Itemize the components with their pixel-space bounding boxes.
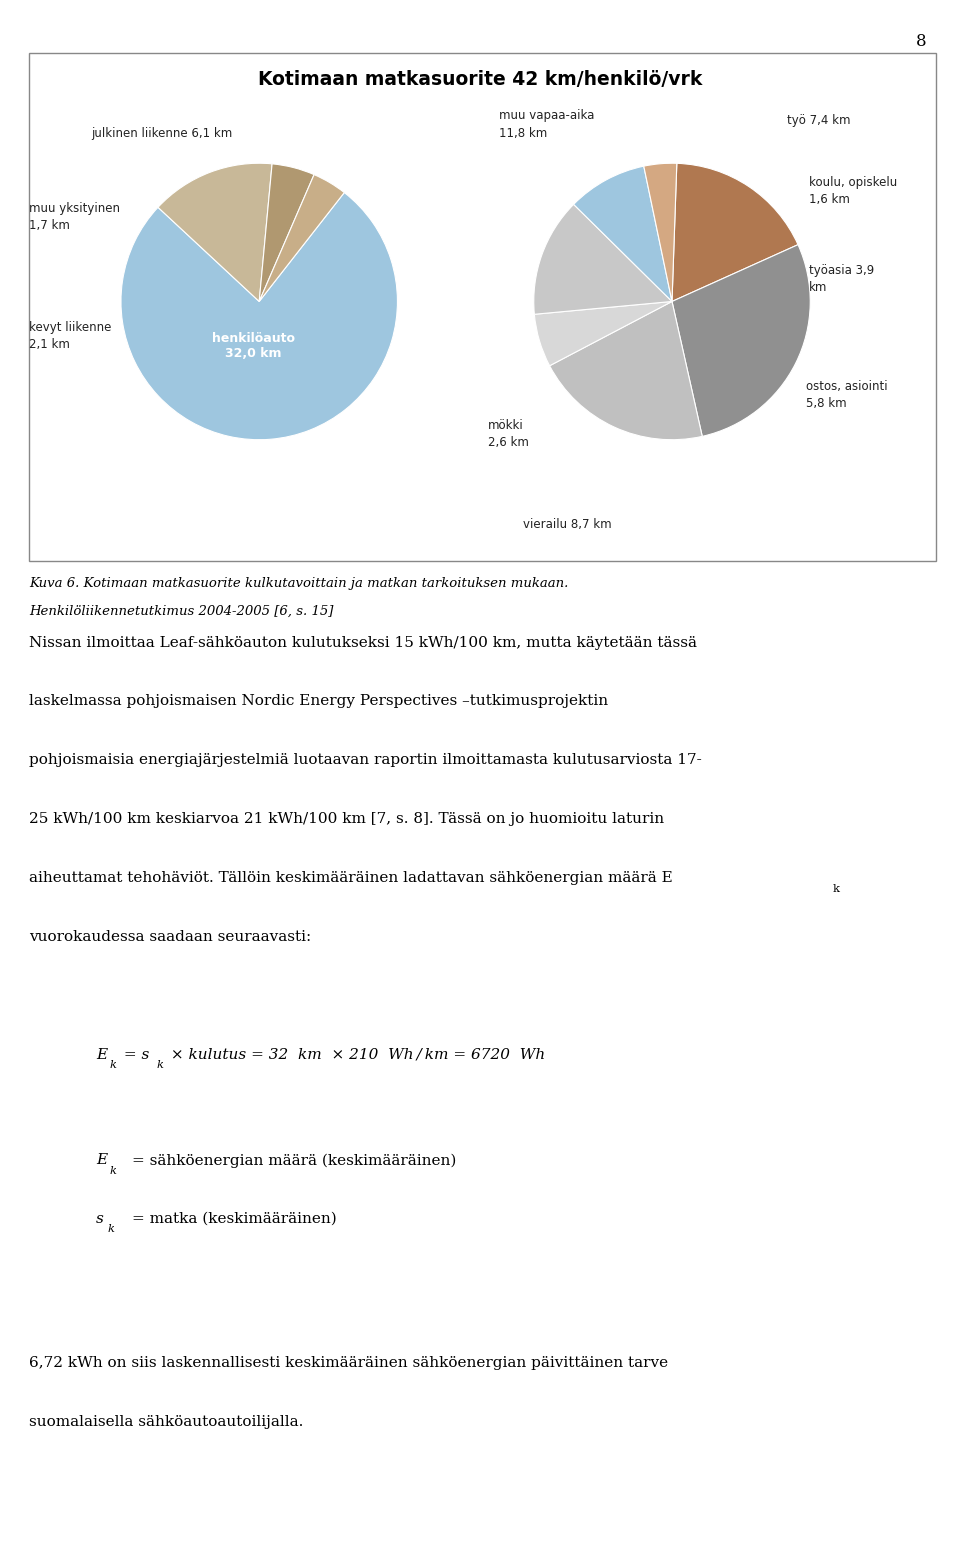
Text: 25 kWh/100 km keskiarvoa 21 kWh/100 km [7, s. 8]. Tässä on jo huomioitu laturin: 25 kWh/100 km keskiarvoa 21 kWh/100 km [… bbox=[29, 812, 664, 826]
Text: vierailu 8,7 km: vierailu 8,7 km bbox=[523, 518, 612, 530]
Text: Henkilöliikennetutkimus 2004-2005 [6, s. 15]: Henkilöliikennetutkimus 2004-2005 [6, s.… bbox=[29, 604, 333, 617]
Text: k: k bbox=[109, 1166, 117, 1175]
Text: työasia 3,9
km: työasia 3,9 km bbox=[809, 264, 875, 294]
Text: pohjoismaisia energiajärjestelmiä luotaavan raportin ilmoittamasta kulutusarvios: pohjoismaisia energiajärjestelmiä luotaa… bbox=[29, 753, 702, 767]
Text: E: E bbox=[96, 1048, 108, 1062]
Wedge shape bbox=[550, 301, 703, 440]
Text: muu vapaa-aika
11,8 km: muu vapaa-aika 11,8 km bbox=[499, 110, 594, 140]
Text: Nissan ilmoittaa Leaf-sähköauton kulutukseksi 15 kWh/100 km, mutta käytetään täs: Nissan ilmoittaa Leaf-sähköauton kulutuk… bbox=[29, 636, 697, 649]
Text: k: k bbox=[832, 883, 839, 893]
Text: työ 7,4 km: työ 7,4 km bbox=[787, 115, 851, 127]
Text: ostos, asiointi
5,8 km: ostos, asiointi 5,8 km bbox=[806, 380, 888, 411]
Wedge shape bbox=[644, 163, 677, 301]
Text: Kuva 6. Kotimaan matkasuorite kulkutavoittain ja matkan tarkoituksen mukaan.: Kuva 6. Kotimaan matkasuorite kulkutavoi… bbox=[29, 577, 568, 589]
Text: Kotimaan matkasuorite 42 km/henkilö/vrk: Kotimaan matkasuorite 42 km/henkilö/vrk bbox=[258, 70, 702, 88]
Text: k: k bbox=[156, 1060, 163, 1069]
Text: × kulutus = 32  km  × 210  Wh / km = 6720  Wh: × kulutus = 32 km × 210 Wh / km = 6720 W… bbox=[166, 1048, 545, 1062]
Text: 8: 8 bbox=[916, 33, 926, 50]
Text: aiheuttamat tehohäviöt. Tällöin keskimääräinen ladattavan sähköenergian määrä E: aiheuttamat tehohäviöt. Tällöin keskimää… bbox=[29, 871, 673, 885]
Wedge shape bbox=[574, 166, 672, 301]
Text: 6,72 kWh on siis laskennallisesti keskimääräinen sähköenergian päivittäinen tarv: 6,72 kWh on siis laskennallisesti keskim… bbox=[29, 1356, 668, 1370]
Text: k: k bbox=[109, 1060, 117, 1069]
Text: julkinen liikenne 6,1 km: julkinen liikenne 6,1 km bbox=[91, 127, 232, 140]
Wedge shape bbox=[158, 163, 272, 301]
Text: E: E bbox=[96, 1153, 108, 1167]
Wedge shape bbox=[259, 164, 314, 301]
Text: koulu, opiskelu
1,6 km: koulu, opiskelu 1,6 km bbox=[809, 175, 898, 206]
Text: k: k bbox=[108, 1224, 114, 1234]
Wedge shape bbox=[259, 175, 345, 301]
Text: s: s bbox=[96, 1212, 104, 1226]
Text: mökki
2,6 km: mökki 2,6 km bbox=[488, 418, 529, 449]
Text: laskelmassa pohjoismaisen Nordic Energy Perspectives –tutkimusprojektin: laskelmassa pohjoismaisen Nordic Energy … bbox=[29, 694, 608, 708]
Wedge shape bbox=[672, 163, 798, 301]
Text: henkilöauto
32,0 km: henkilöauto 32,0 km bbox=[211, 332, 295, 360]
Text: muu yksityinen
1,7 km: muu yksityinen 1,7 km bbox=[29, 202, 120, 232]
Text: = s: = s bbox=[119, 1048, 150, 1062]
Wedge shape bbox=[672, 245, 810, 437]
Text: vuorokaudessa saadaan seuraavasti:: vuorokaudessa saadaan seuraavasti: bbox=[29, 930, 311, 944]
Text: suomalaisella sähköautoautoilijalla.: suomalaisella sähköautoautoilijalla. bbox=[29, 1415, 303, 1429]
Text: = matka (keskimääräinen): = matka (keskimääräinen) bbox=[132, 1212, 337, 1226]
Text: = sähköenergian määrä (keskimääräinen): = sähköenergian määrä (keskimääräinen) bbox=[132, 1153, 457, 1167]
Text: kevyt liikenne
2,1 km: kevyt liikenne 2,1 km bbox=[29, 321, 111, 352]
Wedge shape bbox=[121, 192, 397, 440]
Wedge shape bbox=[534, 205, 672, 315]
Wedge shape bbox=[535, 301, 672, 366]
